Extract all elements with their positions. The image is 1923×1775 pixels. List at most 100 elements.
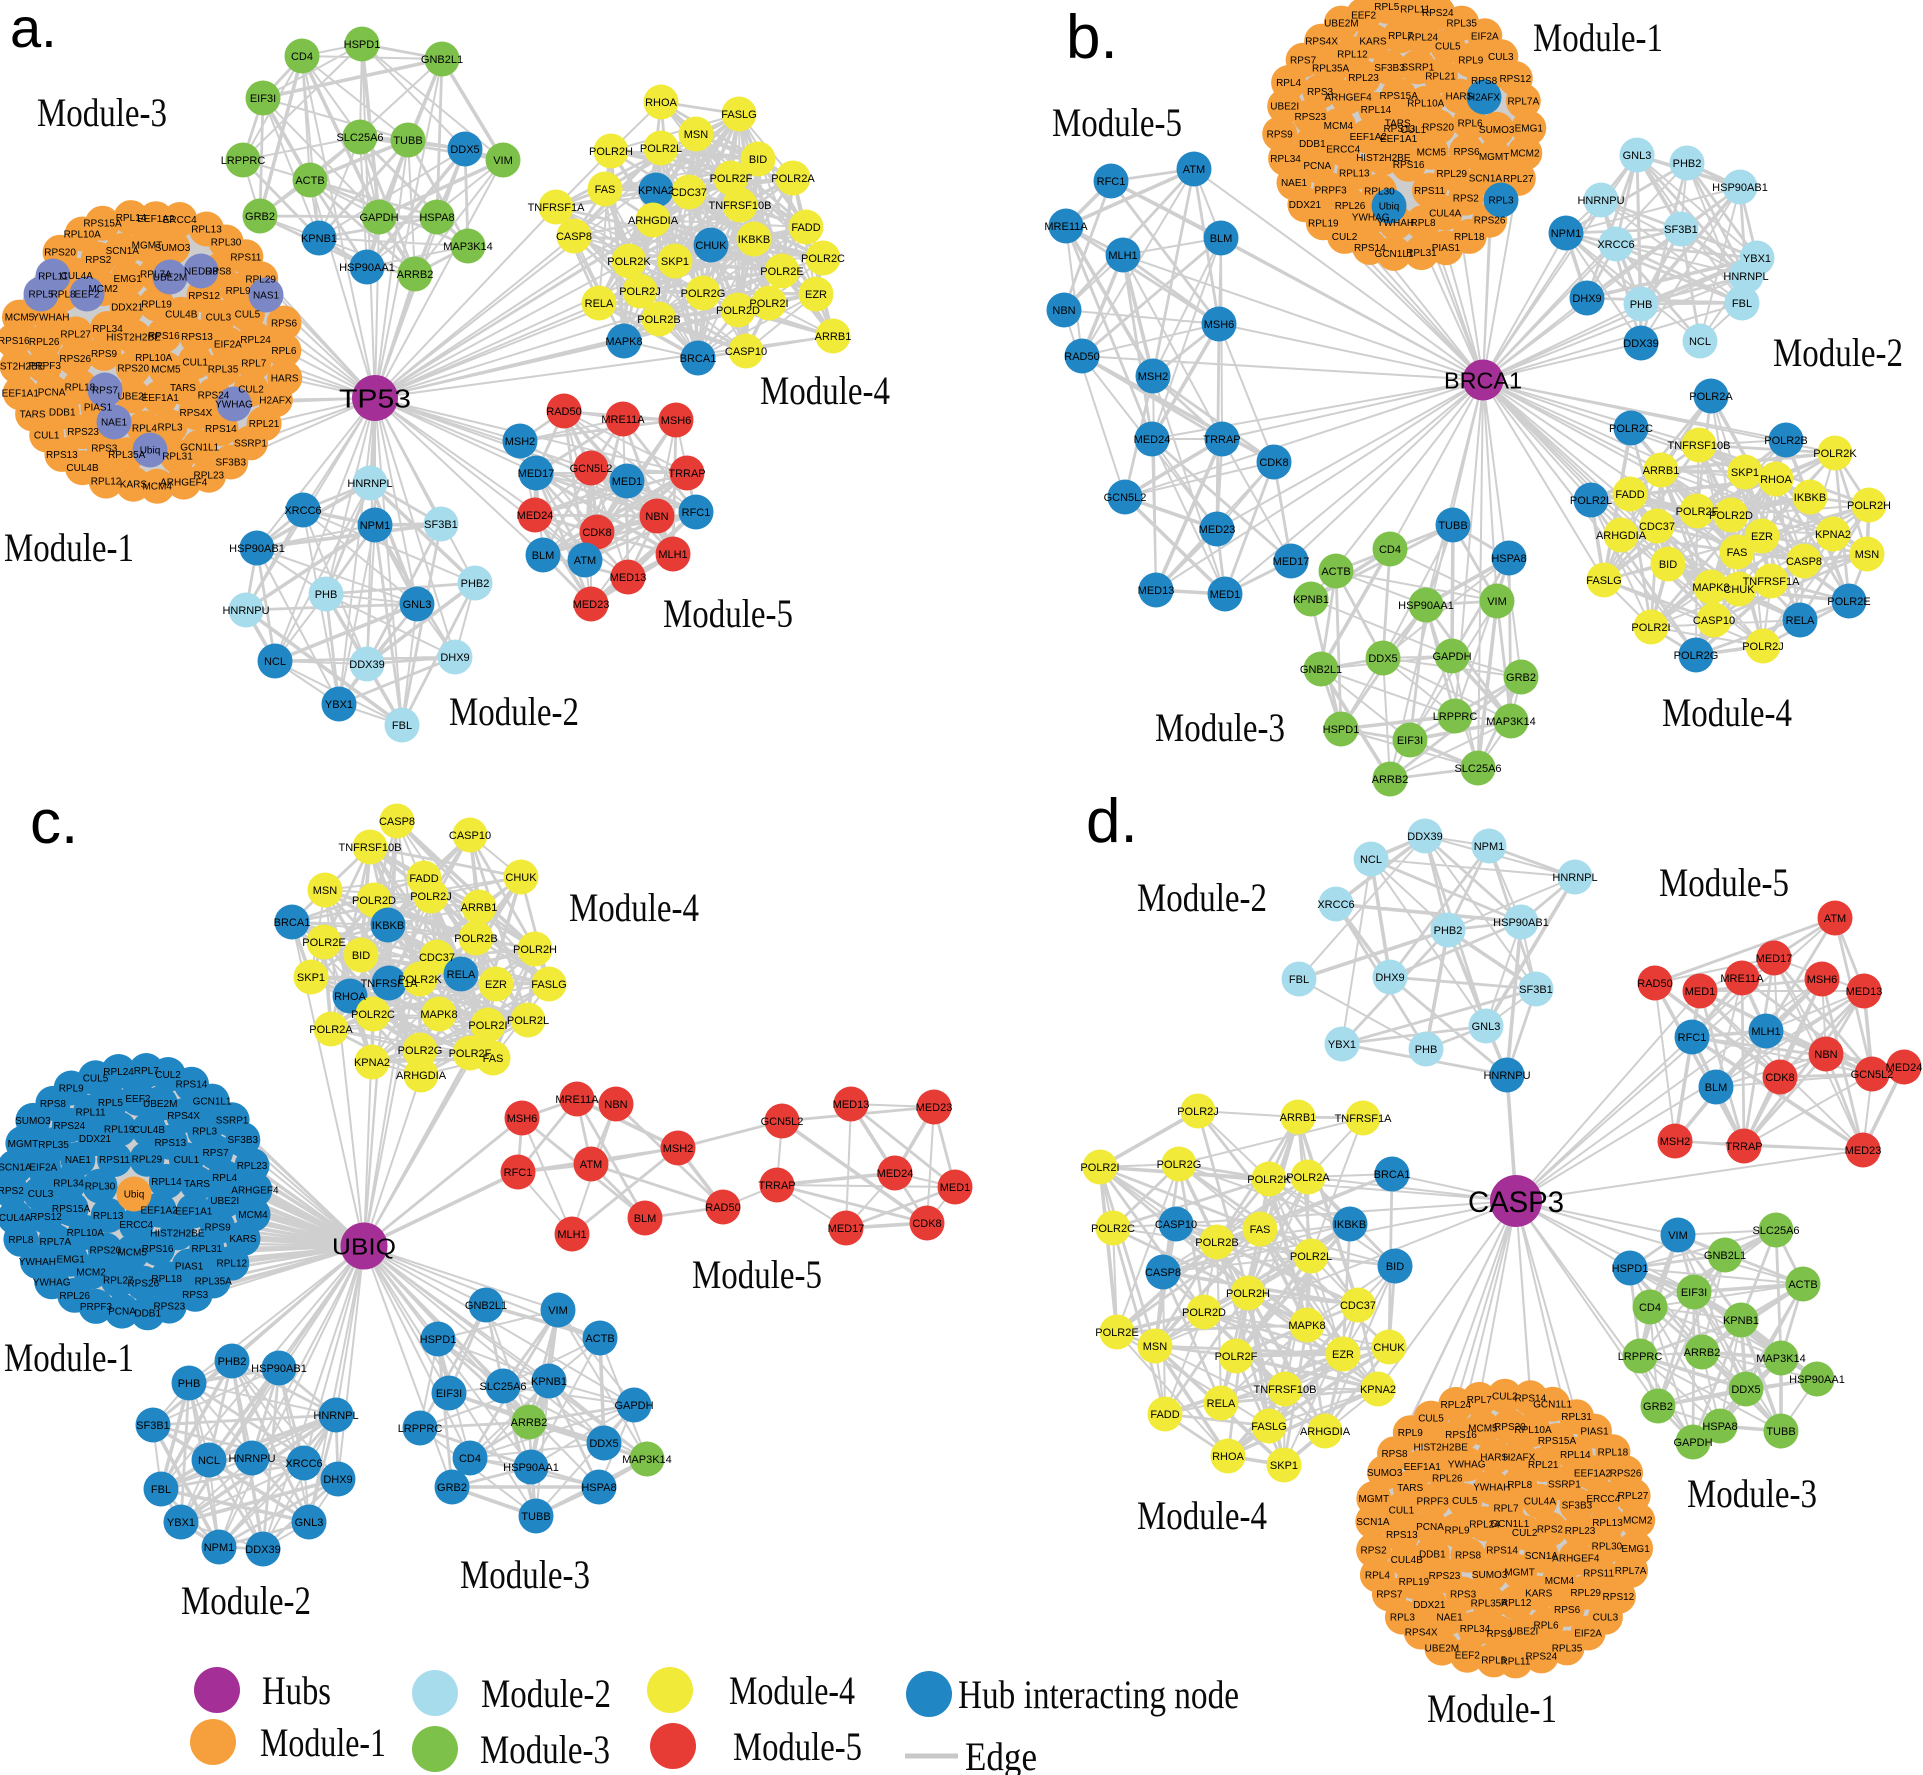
svg-text:MAP3K14: MAP3K14 bbox=[622, 1454, 672, 1466]
svg-text:ARRB2: ARRB2 bbox=[511, 1417, 548, 1429]
svg-text:CASP10: CASP10 bbox=[1693, 615, 1735, 627]
svg-text:CUL5: CUL5 bbox=[1435, 42, 1461, 53]
svg-text:SLC25A6: SLC25A6 bbox=[336, 132, 383, 144]
svg-text:ARRB1: ARRB1 bbox=[1643, 465, 1680, 477]
svg-text:SUMO3: SUMO3 bbox=[15, 1116, 51, 1127]
svg-text:POLR2B: POLR2B bbox=[1764, 435, 1807, 447]
svg-text:HSP90AA1: HSP90AA1 bbox=[503, 1462, 559, 1474]
svg-text:MED17: MED17 bbox=[518, 468, 555, 480]
svg-text:TNFRSF10B: TNFRSF10B bbox=[709, 200, 772, 212]
svg-text:KPNB1: KPNB1 bbox=[301, 233, 337, 245]
svg-text:HARS: HARS bbox=[271, 373, 299, 384]
svg-text:Ubiq: Ubiq bbox=[124, 1190, 145, 1201]
svg-text:RPL12: RPL12 bbox=[1501, 1598, 1532, 1609]
svg-text:RPL3: RPL3 bbox=[192, 1126, 217, 1137]
svg-text:GNB2L1: GNB2L1 bbox=[421, 54, 463, 66]
svg-text:RPS13: RPS13 bbox=[154, 1138, 186, 1149]
svg-text:RPS15A: RPS15A bbox=[1380, 91, 1419, 102]
svg-text:HSP90AB1: HSP90AB1 bbox=[251, 1363, 307, 1375]
svg-text:RPL35A: RPL35A bbox=[1471, 1599, 1509, 1610]
svg-text:RPS15A: RPS15A bbox=[52, 1204, 91, 1215]
svg-text:MED23: MED23 bbox=[916, 1102, 953, 1114]
svg-text:NPM1: NPM1 bbox=[204, 1542, 235, 1554]
svg-text:RPL21: RPL21 bbox=[1528, 1460, 1559, 1471]
svg-text:EEF2: EEF2 bbox=[125, 1094, 150, 1105]
svg-text:RPS3: RPS3 bbox=[91, 444, 118, 455]
svg-text:YBX1: YBX1 bbox=[1328, 1039, 1356, 1051]
svg-text:YWHAH: YWHAH bbox=[32, 313, 69, 324]
svg-text:RPS13: RPS13 bbox=[181, 332, 213, 343]
svg-text:CDC37: CDC37 bbox=[419, 952, 455, 964]
svg-text:RPL6: RPL6 bbox=[1458, 118, 1483, 129]
svg-text:RPS20: RPS20 bbox=[44, 248, 76, 259]
svg-text:RPL6: RPL6 bbox=[271, 346, 296, 357]
svg-text:PHB: PHB bbox=[1630, 299, 1653, 311]
svg-text:ARRB1: ARRB1 bbox=[461, 902, 498, 914]
svg-text:DDX5: DDX5 bbox=[1731, 1384, 1760, 1396]
svg-text:SSRP1: SSRP1 bbox=[1402, 62, 1435, 73]
svg-text:RPL21: RPL21 bbox=[249, 419, 280, 430]
svg-text:CDC37: CDC37 bbox=[1340, 1300, 1376, 1312]
svg-text:Hubs: Hubs bbox=[262, 1668, 331, 1713]
svg-text:MCM5: MCM5 bbox=[1417, 148, 1447, 159]
svg-text:MRE11A: MRE11A bbox=[1720, 973, 1764, 985]
svg-text:KPNA2: KPNA2 bbox=[638, 185, 674, 197]
svg-text:GCN1L1: GCN1L1 bbox=[1490, 1519, 1529, 1530]
svg-text:PIAS1: PIAS1 bbox=[175, 1262, 204, 1273]
svg-text:NAE1: NAE1 bbox=[1281, 178, 1308, 189]
svg-text:GAPDH: GAPDH bbox=[359, 212, 398, 224]
svg-text:TNFRSF1A: TNFRSF1A bbox=[528, 202, 586, 214]
svg-text:HNRNPL: HNRNPL bbox=[313, 1410, 358, 1422]
svg-text:RPL26: RPL26 bbox=[59, 1291, 90, 1302]
svg-text:YWHAH: YWHAH bbox=[1377, 218, 1414, 229]
svg-text:ERCC4: ERCC4 bbox=[1326, 144, 1360, 155]
svg-text:EEF1A1: EEF1A1 bbox=[2, 388, 40, 399]
svg-text:TRRAP: TRRAP bbox=[1203, 434, 1240, 446]
svg-text:Module-2: Module-2 bbox=[181, 1578, 311, 1623]
svg-text:HSPA8: HSPA8 bbox=[419, 212, 454, 224]
svg-text:PRPF3: PRPF3 bbox=[1416, 1496, 1449, 1507]
svg-text:EMG1: EMG1 bbox=[57, 1255, 86, 1266]
svg-text:Module-2: Module-2 bbox=[1773, 330, 1903, 375]
svg-text:EZR: EZR bbox=[485, 979, 507, 991]
svg-text:NBN: NBN bbox=[645, 511, 668, 523]
svg-text:POLR2I: POLR2I bbox=[1080, 1162, 1119, 1174]
svg-text:NBN: NBN bbox=[604, 1099, 627, 1111]
svg-text:Module-3: Module-3 bbox=[1687, 1471, 1817, 1516]
svg-text:RPS3: RPS3 bbox=[182, 1290, 209, 1301]
svg-text:DDB1: DDB1 bbox=[1299, 139, 1326, 150]
svg-text:ARHGDIA: ARHGDIA bbox=[628, 215, 679, 227]
svg-text:MED24: MED24 bbox=[1886, 1062, 1923, 1074]
svg-text:RPL14: RPL14 bbox=[1361, 105, 1392, 116]
svg-text:CUL1: CUL1 bbox=[1389, 1505, 1415, 1516]
svg-text:RPL6: RPL6 bbox=[1533, 1621, 1558, 1632]
svg-text:GNL3: GNL3 bbox=[1623, 150, 1652, 162]
svg-text:RPL35: RPL35 bbox=[38, 1140, 69, 1151]
svg-text:POLR2B: POLR2B bbox=[637, 314, 680, 326]
svg-text:FBL: FBL bbox=[1289, 974, 1309, 986]
svg-text:MGMT: MGMT bbox=[8, 1139, 39, 1150]
svg-text:YBX1: YBX1 bbox=[167, 1517, 195, 1529]
svg-text:ACTB: ACTB bbox=[295, 175, 324, 187]
svg-text:EEF1A1: EEF1A1 bbox=[142, 393, 180, 404]
svg-text:CASP3: CASP3 bbox=[1468, 1186, 1564, 1219]
svg-text:RPL34: RPL34 bbox=[92, 324, 123, 335]
svg-text:SCN1A: SCN1A bbox=[1525, 1551, 1559, 1562]
svg-text:POLR2B: POLR2B bbox=[454, 933, 497, 945]
svg-text:XRCC6: XRCC6 bbox=[1597, 239, 1634, 251]
svg-text:VIM: VIM bbox=[1487, 596, 1507, 608]
svg-text:ARHGEF4: ARHGEF4 bbox=[160, 478, 208, 489]
svg-text:RPL30: RPL30 bbox=[85, 1182, 116, 1193]
svg-text:RPS12: RPS12 bbox=[1603, 1592, 1635, 1603]
svg-text:POLR2F: POLR2F bbox=[1676, 506, 1719, 518]
svg-text:DDB1: DDB1 bbox=[1419, 1549, 1446, 1560]
svg-text:MED13: MED13 bbox=[833, 1099, 870, 1111]
svg-text:CUL1: CUL1 bbox=[1401, 125, 1427, 136]
svg-text:EIF2A: EIF2A bbox=[214, 340, 242, 351]
svg-text:TRRAP: TRRAP bbox=[1725, 1141, 1762, 1153]
svg-text:MAP3K14: MAP3K14 bbox=[443, 241, 493, 253]
svg-text:POLR2K: POLR2K bbox=[1813, 448, 1857, 460]
svg-text:NAS1: NAS1 bbox=[253, 291, 280, 302]
svg-text:PHB: PHB bbox=[1415, 1044, 1438, 1056]
svg-text:RPL11: RPL11 bbox=[76, 1108, 106, 1119]
